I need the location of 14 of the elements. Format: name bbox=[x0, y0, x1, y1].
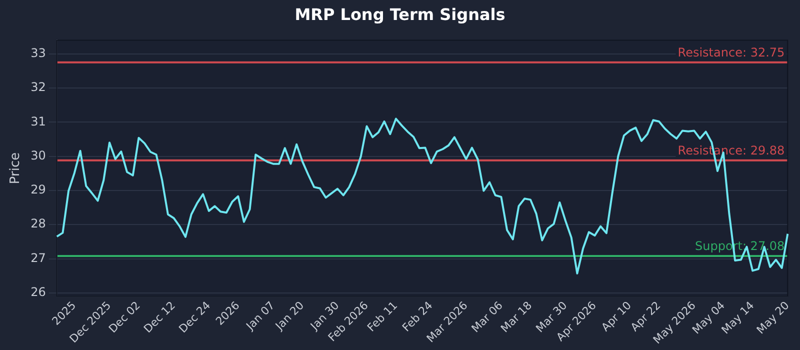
y-axis-title: Price bbox=[8, 152, 24, 184]
y-tick-label: 27 bbox=[30, 250, 46, 265]
y-tick-label: 31 bbox=[30, 114, 46, 128]
y-tick-label: 30 bbox=[30, 148, 46, 162]
ref-line-label: Resistance: 32.75 bbox=[678, 46, 785, 60]
x-tick-label: Dec 24 bbox=[176, 298, 214, 336]
x-tick-label: Dec 12 bbox=[141, 298, 178, 336]
y-tick-label: 28 bbox=[30, 216, 46, 231]
y-tick-label: 32 bbox=[30, 80, 46, 94]
y-tick-label: 33 bbox=[30, 46, 46, 60]
y-tick-label: 26 bbox=[30, 285, 46, 300]
chart-title: MRP Long Term Signals bbox=[294, 4, 506, 26]
y-tick-label: 29 bbox=[30, 182, 46, 197]
x-tick-label: Jan 20 bbox=[272, 298, 307, 334]
